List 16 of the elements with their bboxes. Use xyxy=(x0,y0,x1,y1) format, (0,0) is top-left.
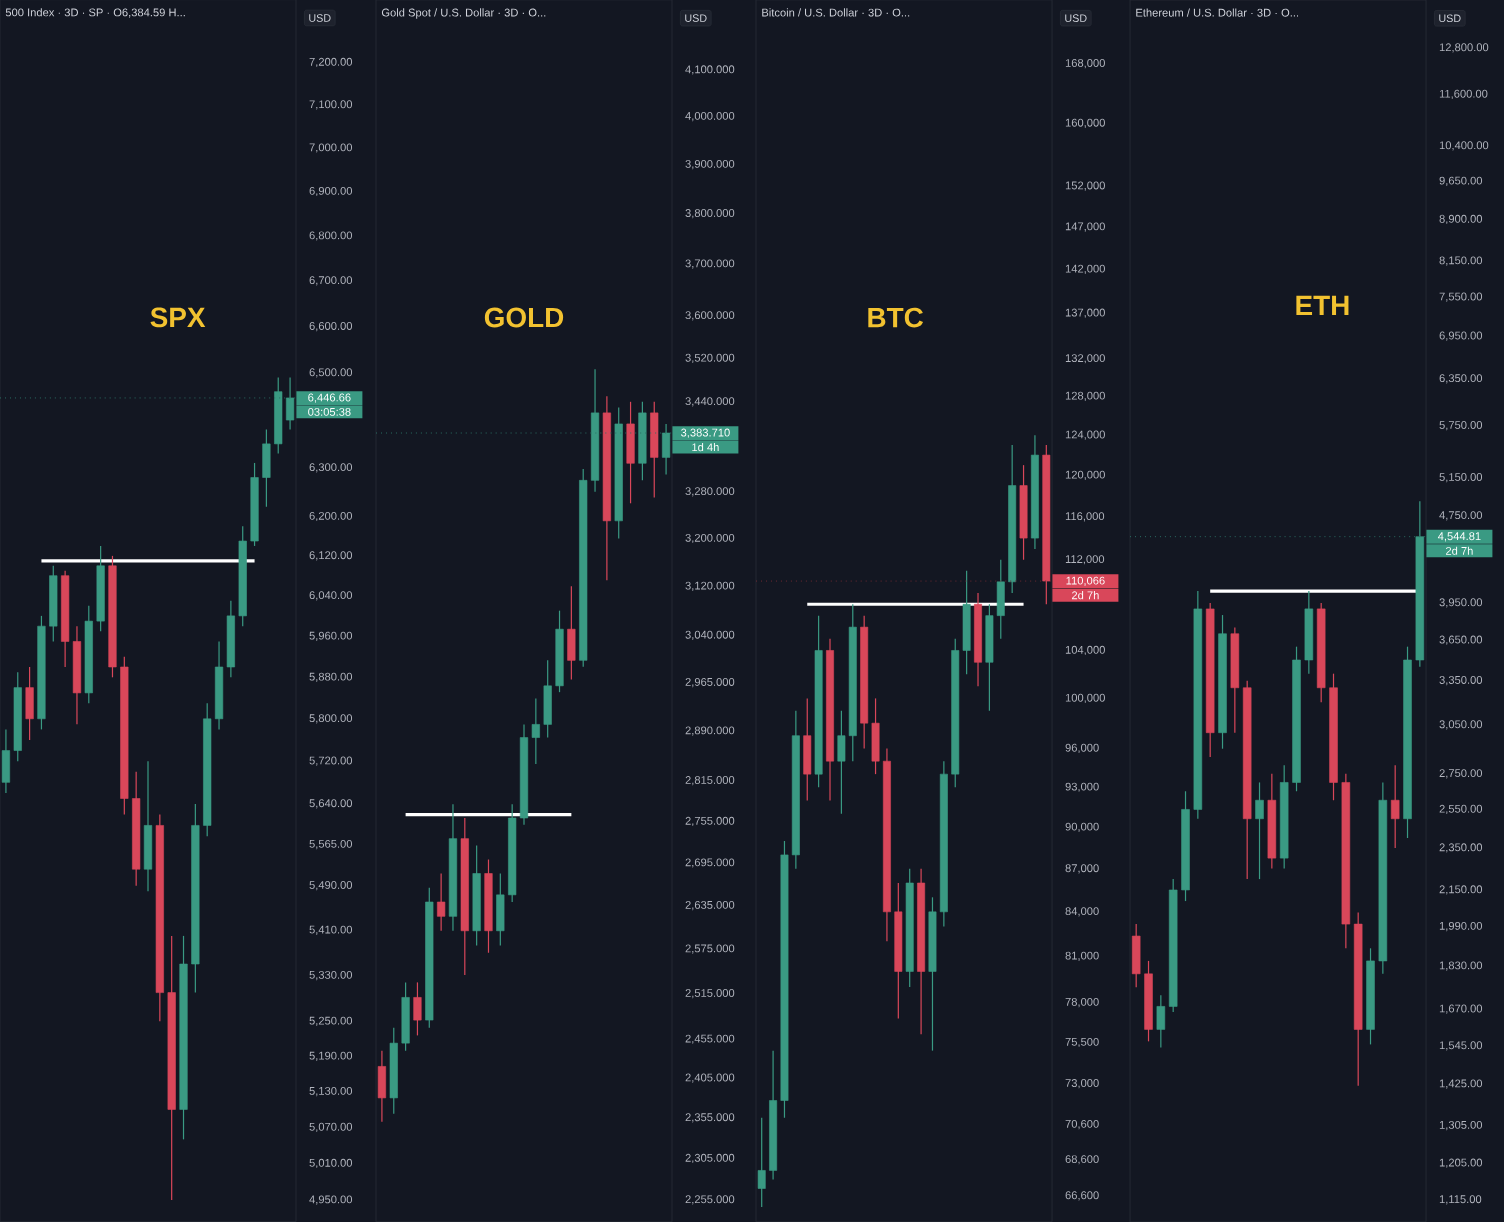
text: ETH xyxy=(1296,295,1349,316)
text: GOLD xyxy=(484,307,564,328)
candlestick xyxy=(626,401,635,504)
candlestick xyxy=(1156,994,1166,1049)
candlestick xyxy=(413,981,422,1037)
candlestick xyxy=(803,697,812,802)
candlestick xyxy=(567,585,576,681)
candlestick xyxy=(437,872,446,932)
candlestick xyxy=(377,1050,387,1123)
text: BTC xyxy=(868,307,924,328)
text: SPX xyxy=(150,307,206,328)
candlestick xyxy=(25,666,34,741)
candlestick xyxy=(143,760,153,892)
candlestick xyxy=(1390,764,1400,849)
candlestick xyxy=(650,401,659,499)
candlestick xyxy=(1255,781,1264,880)
